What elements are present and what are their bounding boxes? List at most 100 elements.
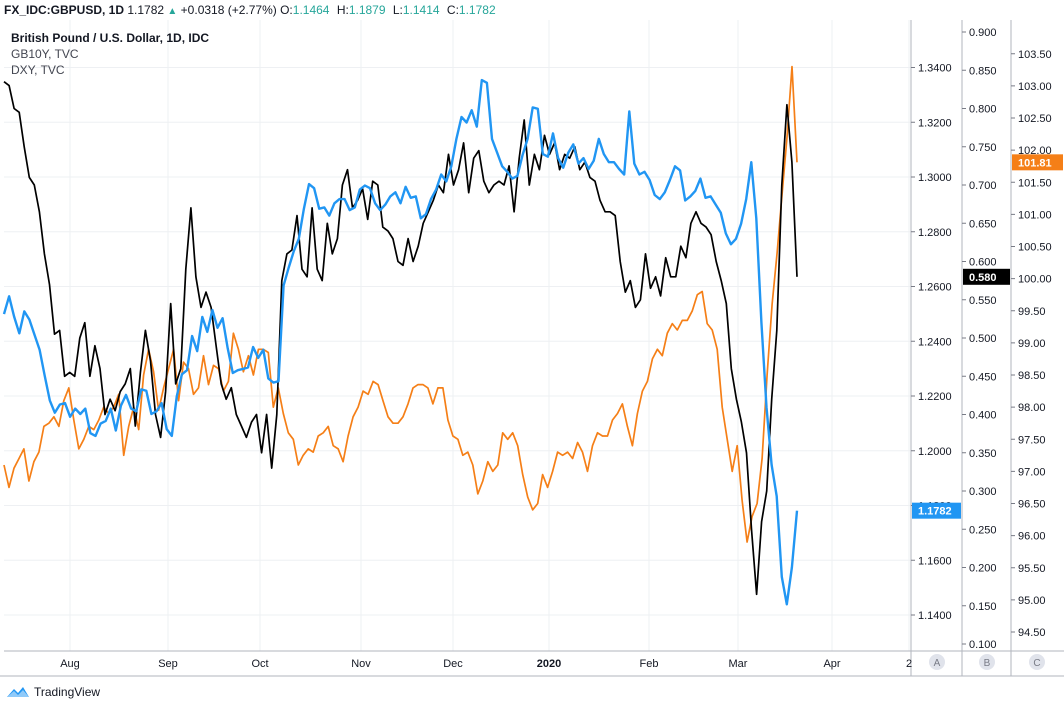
- axis-label-b: 0.700: [969, 180, 997, 192]
- series-legend: British Pound / U.S. Dollar, 1D, IDC GB1…: [11, 30, 209, 78]
- axis-button-a[interactable]: [929, 654, 945, 670]
- axis-label-a: 1.3400: [918, 63, 952, 75]
- axis-label-b: 0.850: [969, 65, 997, 77]
- tradingview-logo[interactable]: TradingView: [6, 685, 100, 699]
- close-value: 1.1782: [458, 3, 496, 17]
- axis-label-c: 98.50: [1018, 370, 1046, 382]
- time-label: Feb: [640, 658, 659, 670]
- axis-button-c[interactable]: [1029, 654, 1045, 670]
- axis-button-b[interactable]: [979, 654, 995, 670]
- open-label: O:: [280, 3, 293, 17]
- last-price: 1.1782: [127, 3, 165, 17]
- axis-label-a: 1.2400: [918, 336, 952, 348]
- axis-label-b: 0.450: [969, 371, 997, 383]
- price-axis-b[interactable]: 0.100 0.150 0.200 0.250 0.300 0.350 0.400 0.450…: [962, 27, 1010, 651]
- price-axis-c[interactable]: 94.50 95.00 95.50 96.00 96.50 97.00 97.50 98.00…: [1011, 49, 1063, 639]
- series-line-b: [3, 81, 798, 596]
- axis-label-c: 97.50: [1018, 434, 1046, 446]
- axis-label-c: 97.00: [1018, 466, 1046, 478]
- high-value: 1.1879: [348, 3, 386, 17]
- legend-gbpusd[interactable]: British Pound / U.S. Dollar, 1D, IDC: [11, 31, 210, 45]
- time-label: Aug: [60, 658, 80, 670]
- time-label: 2020: [537, 658, 561, 670]
- axis-label-b: 0.150: [969, 601, 997, 613]
- axis-label-b: 0.250: [969, 524, 997, 536]
- brand-name: TradingView: [34, 685, 101, 699]
- axis-label-b: 0.300: [969, 486, 997, 498]
- axis-buttons: A B C: [929, 654, 1045, 670]
- axis-label-a: 1.2600: [918, 282, 952, 294]
- time-label: Sep: [158, 658, 178, 670]
- open-value: 1.1464: [292, 3, 330, 17]
- low-label: L:: [392, 3, 403, 17]
- axis-label-c: 99.00: [1018, 338, 1046, 350]
- axis-label-c: 101.00: [1018, 209, 1052, 221]
- grid-lines: [4, 20, 911, 651]
- time-label: Oct: [251, 658, 268, 670]
- axis-label-b: 0.100: [969, 639, 997, 651]
- series-layer: [2, 65, 799, 606]
- time-label: 2: [906, 658, 912, 670]
- axis-label-c: 96.50: [1018, 499, 1046, 511]
- last-value-badge-b: [963, 268, 1010, 285]
- time-label: Apr: [823, 658, 840, 670]
- axis-label-a: 1.1400: [918, 610, 952, 622]
- axis-label-c: 100.00: [1018, 274, 1052, 286]
- axis-label-c: 103.00: [1018, 81, 1052, 93]
- axis-label-c: 103.50: [1018, 49, 1052, 61]
- time-label: Nov: [351, 658, 371, 670]
- last-value-label-c: 101.81: [1018, 157, 1052, 169]
- axis-label-b: 0.400: [969, 410, 997, 422]
- axis-label-b: 0.750: [969, 142, 997, 154]
- axis-button-label: C: [1033, 658, 1040, 669]
- axis-label-b: 0.800: [969, 104, 997, 116]
- high-label: H:: [336, 3, 349, 17]
- time-axis[interactable]: Aug Sep Oct Nov Dec 2020 Feb Mar Apr 2: [60, 658, 912, 670]
- legend-dxy[interactable]: DXY, TVC: [11, 63, 65, 77]
- axis-label-c: 95.50: [1018, 563, 1046, 575]
- axis-label-a: 1.2800: [918, 227, 952, 239]
- last-value-badge-c: [1012, 154, 1063, 171]
- axis-label-c: 101.50: [1018, 177, 1052, 189]
- axis-label-a: 1.2200: [918, 391, 952, 403]
- axis-label-c: 98.00: [1018, 402, 1046, 414]
- axis-label-b: 0.350: [969, 448, 997, 460]
- axis-label-c: 94.50: [1018, 627, 1046, 639]
- price-axis-a[interactable]: 1.14001.16001.18001.20001.22001.24001.26…: [911, 63, 961, 623]
- axis-label-c: 96.00: [1018, 531, 1046, 543]
- symbol-name[interactable]: FX_IDC:GBPUSD, 1D: [4, 3, 125, 17]
- series-line-c: [3, 65, 798, 543]
- axis-label-a: 1.1600: [918, 555, 952, 567]
- last-value-badge-a: [912, 502, 961, 519]
- axis-button-label: A: [934, 658, 941, 669]
- legend-gb10y[interactable]: GB10Y, TVC: [11, 47, 79, 61]
- axis-label-b: 0.650: [969, 218, 997, 230]
- change-up-icon: ▲: [167, 6, 178, 17]
- time-label: Mar: [729, 658, 748, 670]
- tradingview-icon: [7, 687, 29, 697]
- axis-label-a: 1.3200: [918, 117, 952, 129]
- axis-label-c: 100.50: [1018, 242, 1052, 254]
- axis-label-a: 1.2000: [918, 446, 952, 458]
- last-value-label-b: 0.580: [969, 272, 997, 284]
- symbol-header: FX_IDC:GBPUSD, 1D 1.1782 ▲ +0.0318 (+2.7…: [0, 0, 1064, 20]
- axis-button-label: B: [984, 658, 991, 669]
- axis-label-b: 0.600: [969, 257, 997, 269]
- axis-label-b: 0.550: [969, 295, 997, 307]
- price-change: +0.0318 (+2.77%): [180, 3, 277, 17]
- time-label: Dec: [443, 658, 463, 670]
- chart-frame: [0, 20, 1064, 677]
- axis-label-b: 0.900: [969, 27, 997, 39]
- axis-label-b: 0.200: [969, 563, 997, 575]
- axis-label-c: 99.50: [1018, 306, 1046, 318]
- close-label: C:: [446, 3, 459, 17]
- axis-label-b: 0.500: [969, 333, 997, 345]
- low-value: 1.1414: [402, 3, 440, 17]
- axis-label-a: 1.3000: [918, 172, 952, 184]
- axis-label-c: 95.00: [1018, 595, 1046, 607]
- axis-label-c: 102.00: [1018, 145, 1052, 157]
- last-value-label-a: 1.1782: [918, 506, 952, 518]
- axis-label-c: 102.50: [1018, 113, 1052, 125]
- series-line-a: [2, 78, 799, 606]
